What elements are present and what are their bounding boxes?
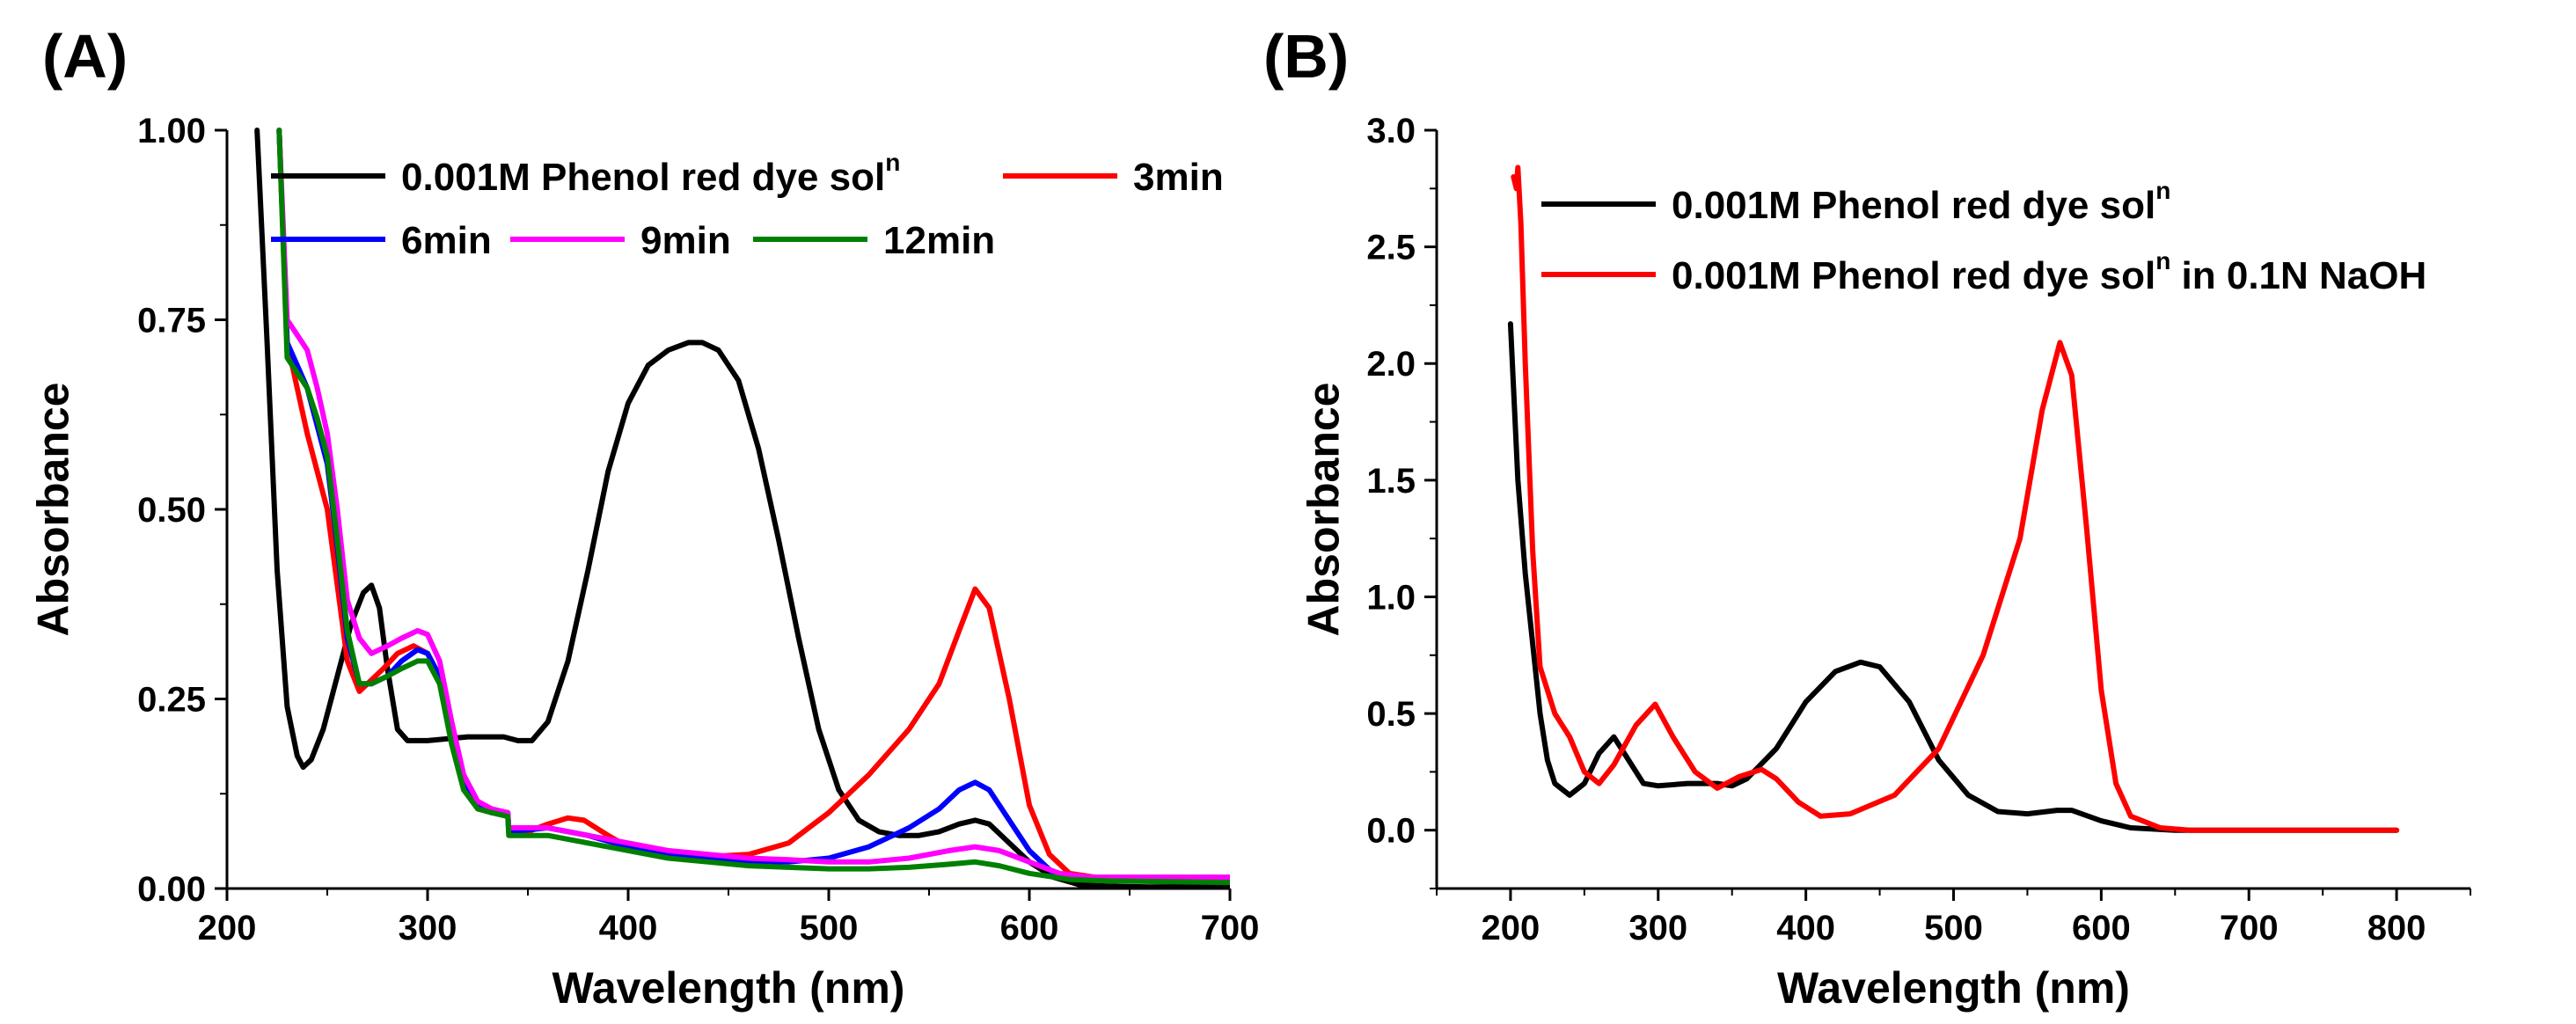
legend-label: 9min — [640, 219, 731, 262]
series-line — [276, 128, 1230, 881]
legend-label: 3min — [1133, 156, 1224, 199]
y-tick-label: 2.0 — [1366, 345, 1416, 384]
x-tick-label: 700 — [1201, 909, 1260, 947]
x-tick-label: 600 — [2072, 909, 2131, 947]
legend-label: 6min — [401, 219, 492, 262]
y-tick-label: 0.00 — [137, 870, 206, 909]
y-tick-label: 0.50 — [137, 491, 206, 530]
x-axis-title: Wavelength (nm) — [1777, 963, 2130, 1013]
y-tick-label: 1.00 — [137, 112, 206, 150]
x-tick-label: 200 — [198, 909, 257, 947]
x-tick-label: 400 — [1776, 909, 1835, 947]
legend-label: 0.001M Phenol red dye soln — [1672, 177, 2170, 227]
x-tick-label: 200 — [1482, 909, 1540, 947]
x-tick-label: 800 — [2367, 909, 2426, 947]
panel-label: (B) — [1263, 22, 1349, 91]
x-tick-label: 700 — [2220, 909, 2279, 947]
legend-label: 0.001M Phenol red dye soln — [401, 149, 900, 199]
y-axis-title: Absorbance — [29, 383, 78, 637]
x-tick-label: 500 — [1924, 909, 1983, 947]
y-tick-label: 1.5 — [1366, 462, 1416, 501]
x-tick-label: 300 — [1628, 909, 1687, 947]
y-tick-label: 0.25 — [137, 681, 206, 720]
x-tick-label: 600 — [1000, 909, 1059, 947]
y-axis-title: Absorbance — [1299, 383, 1349, 637]
x-tick-label: 500 — [800, 909, 859, 947]
y-tick-label: 0.0 — [1366, 812, 1416, 851]
series-line — [276, 128, 1230, 882]
panel-b: (B) 0.0 0.5 1.0 1.5 2.0 2.5 3.0 200 300 400 500 600 7… — [1263, 22, 2471, 1013]
panel-a: (A) 0.00 0.25 0.50 0.75 1.00 200 300 400 500 600 70… — [29, 22, 1260, 1013]
panel-label: (A) — [42, 22, 128, 91]
legend-label: 0.001M Phenol red dye soln in 0.1N NaOH — [1672, 247, 2426, 297]
y-tick-label: 3.0 — [1366, 112, 1416, 150]
series-line — [276, 128, 1230, 886]
y-tick-label: 0.5 — [1366, 695, 1416, 734]
y-tick-label: 0.75 — [137, 302, 206, 340]
y-tick-label: 1.0 — [1366, 578, 1416, 617]
x-axis-title: Wavelength (nm) — [553, 963, 905, 1013]
x-tick-label: 300 — [399, 909, 457, 947]
series-line — [1507, 321, 2400, 833]
series-line — [1511, 165, 2400, 833]
legend-label: 12min — [883, 219, 995, 262]
y-tick-label: 2.5 — [1366, 229, 1416, 267]
x-tick-label: 400 — [599, 909, 658, 947]
